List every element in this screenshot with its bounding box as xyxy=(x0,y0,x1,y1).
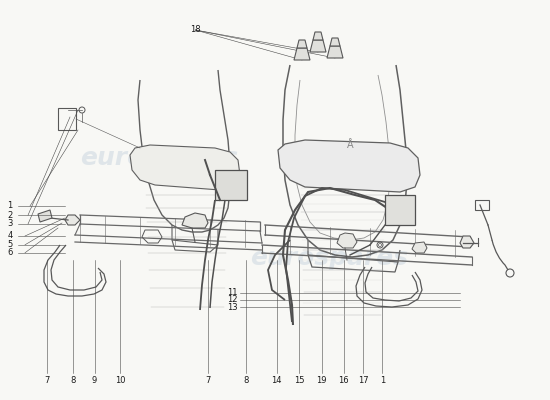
Text: 18: 18 xyxy=(190,26,201,34)
Polygon shape xyxy=(310,40,326,52)
Text: 4: 4 xyxy=(7,232,13,240)
Bar xyxy=(58,108,76,130)
Polygon shape xyxy=(130,145,240,190)
Text: Å: Å xyxy=(346,140,353,150)
Text: 11: 11 xyxy=(227,288,238,297)
Polygon shape xyxy=(294,48,310,60)
Text: 6: 6 xyxy=(7,248,13,257)
Text: 8: 8 xyxy=(244,376,249,385)
Text: 7: 7 xyxy=(205,376,211,385)
Polygon shape xyxy=(412,242,427,253)
Bar xyxy=(215,170,247,200)
Text: 2: 2 xyxy=(7,211,13,220)
Text: 16: 16 xyxy=(338,376,349,385)
Text: 14: 14 xyxy=(271,376,282,385)
Text: 5: 5 xyxy=(7,240,13,249)
Text: 1: 1 xyxy=(7,202,13,210)
Bar xyxy=(475,200,489,210)
Polygon shape xyxy=(65,215,80,225)
Polygon shape xyxy=(38,210,52,222)
Text: 1: 1 xyxy=(379,376,385,385)
Polygon shape xyxy=(327,46,343,58)
Text: 8: 8 xyxy=(70,376,76,385)
Polygon shape xyxy=(313,32,323,40)
Text: eurospares: eurospares xyxy=(250,246,408,270)
Polygon shape xyxy=(460,236,474,248)
Text: 19: 19 xyxy=(316,376,327,385)
Text: 3: 3 xyxy=(7,220,13,228)
Polygon shape xyxy=(337,233,357,248)
Text: 10: 10 xyxy=(114,376,125,385)
Text: 13: 13 xyxy=(227,303,238,312)
Polygon shape xyxy=(278,140,420,192)
Text: eurospares: eurospares xyxy=(80,146,238,170)
Polygon shape xyxy=(182,213,208,228)
Text: 17: 17 xyxy=(358,376,368,385)
Polygon shape xyxy=(330,38,340,46)
Text: 9: 9 xyxy=(92,376,97,385)
Text: 7: 7 xyxy=(44,376,50,385)
Text: 12: 12 xyxy=(227,296,238,304)
Bar xyxy=(385,195,415,225)
Text: 15: 15 xyxy=(294,376,305,385)
Polygon shape xyxy=(297,40,307,48)
